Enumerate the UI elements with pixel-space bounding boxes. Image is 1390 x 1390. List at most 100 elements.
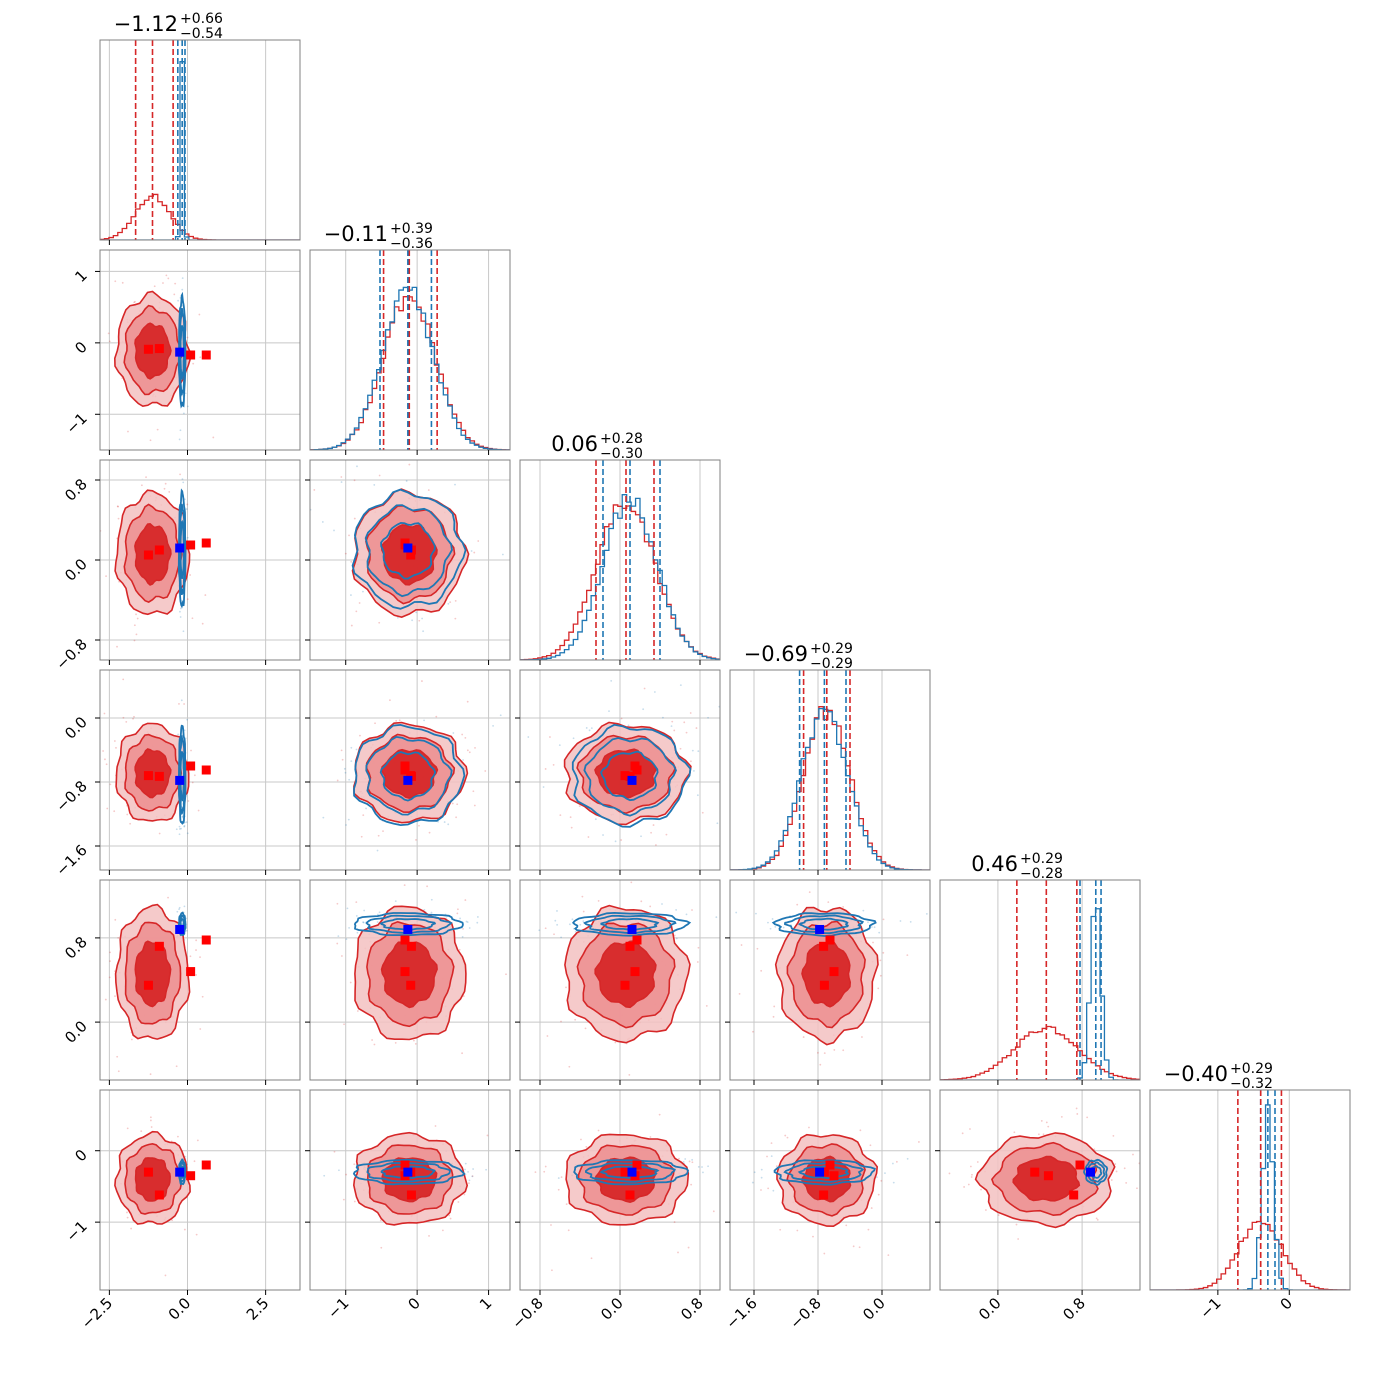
scatter-point (662, 716, 664, 719)
panel-frame (309, 669, 511, 871)
panel-4-4: 0.46 +0.29−0.28 (939, 851, 1141, 1085)
scatter-point (162, 282, 164, 284)
panel-title: −1.12 +0.66−0.54 (114, 11, 223, 42)
scatter-point (861, 1036, 863, 1038)
scatter-point (183, 703, 185, 705)
scatter-point (557, 1177, 560, 1179)
scatter-point (116, 645, 118, 648)
scatter-point (558, 744, 561, 746)
truth-marker-red (620, 980, 630, 990)
panel-1-0 (95, 249, 301, 455)
scatter-point (869, 1144, 872, 1147)
panel-frame (729, 879, 931, 1081)
scatter-point (350, 624, 353, 627)
scatter-point (171, 1219, 174, 1222)
scatter-point (133, 715, 135, 718)
scatter-point (454, 600, 457, 602)
scatter-point (179, 610, 181, 613)
scatter-point (614, 840, 617, 843)
scatter-point (109, 960, 111, 963)
scatter-point (707, 716, 709, 719)
scatter-point (693, 770, 695, 772)
scatter-point (1037, 1133, 1040, 1136)
scatter-point (113, 740, 116, 742)
scatter-point (675, 909, 678, 911)
scatter-point (464, 899, 467, 901)
scatter-point (767, 1187, 770, 1190)
scatter-point (597, 1129, 600, 1132)
scatter-point (122, 678, 125, 681)
scatter-point (355, 748, 358, 751)
scatter-point (485, 1168, 487, 1171)
scatter-point (808, 891, 811, 894)
panel-5-2 (515, 1089, 721, 1295)
scatter-point (428, 1235, 430, 1237)
truth-marker-red (1075, 1160, 1085, 1170)
scatter-point (827, 901, 830, 904)
scatter-point (421, 680, 423, 682)
scatter-point (712, 1210, 715, 1213)
panel-2-0 (95, 459, 301, 665)
scatter-point (534, 1171, 537, 1173)
truth-marker-red (400, 935, 410, 945)
panel-3-3: −0.69 +0.29−0.29 (729, 641, 931, 875)
scatter-point (550, 1224, 552, 1226)
title-median: 0.46 (971, 852, 1018, 876)
panel-body (100, 40, 300, 240)
scatter-point (363, 909, 366, 912)
scatter-point (347, 818, 350, 821)
scatter-point (468, 927, 471, 929)
scatter-point (587, 836, 590, 838)
scatter-point (186, 336, 189, 339)
scatter-point (1093, 1148, 1096, 1151)
scatter-point (459, 917, 461, 920)
contour-series-b (573, 1159, 689, 1186)
scatter-point (697, 946, 700, 949)
title-minus: −0.32 (1230, 1076, 1273, 1092)
scatter-point (164, 482, 167, 485)
scatter-point (447, 602, 450, 605)
scatter-point (343, 767, 346, 770)
scatter-point (878, 931, 881, 934)
panel-body (310, 670, 510, 870)
scatter-point (195, 974, 197, 976)
scatter-point (350, 560, 353, 563)
truth-marker-red (186, 967, 196, 977)
scatter-point (350, 760, 353, 763)
scatter-point (179, 616, 182, 618)
contour-series-b (353, 912, 464, 937)
scatter-point (182, 630, 185, 633)
scatter-point (338, 1169, 340, 1172)
truth-marker-red (154, 1190, 164, 1200)
scatter-point (570, 826, 573, 829)
scatter-point (345, 938, 348, 941)
scatter-point (365, 807, 367, 810)
scatter-point (556, 923, 559, 926)
scatter-point (567, 1229, 570, 1232)
scatter-point (560, 1176, 563, 1178)
scatter-point (189, 955, 192, 958)
scatter-point (181, 478, 184, 481)
title-median: −1.12 (114, 12, 178, 36)
scatter-point (538, 929, 541, 932)
scatter-point (198, 313, 201, 316)
scatter-point (362, 590, 364, 593)
scatter-point (441, 1229, 444, 1232)
panel-frame (309, 1089, 511, 1291)
scatter-point (468, 1179, 471, 1182)
scatter-point (701, 811, 704, 814)
title-minus: −0.28 (1020, 866, 1063, 882)
scatter-point (772, 1189, 775, 1192)
scatter-point (735, 911, 738, 914)
title-minus: −0.36 (390, 236, 433, 252)
scatter-point (544, 927, 547, 930)
scatter-point (584, 1027, 587, 1030)
scatter-point (477, 540, 480, 542)
scatter-point (333, 529, 335, 532)
scatter-point (180, 827, 182, 830)
scatter-point (106, 807, 109, 810)
truth-marker-red (1043, 1171, 1053, 1181)
scatter-point (343, 1023, 345, 1026)
truth-marker-red (186, 761, 196, 771)
scatter-point (691, 1158, 694, 1161)
